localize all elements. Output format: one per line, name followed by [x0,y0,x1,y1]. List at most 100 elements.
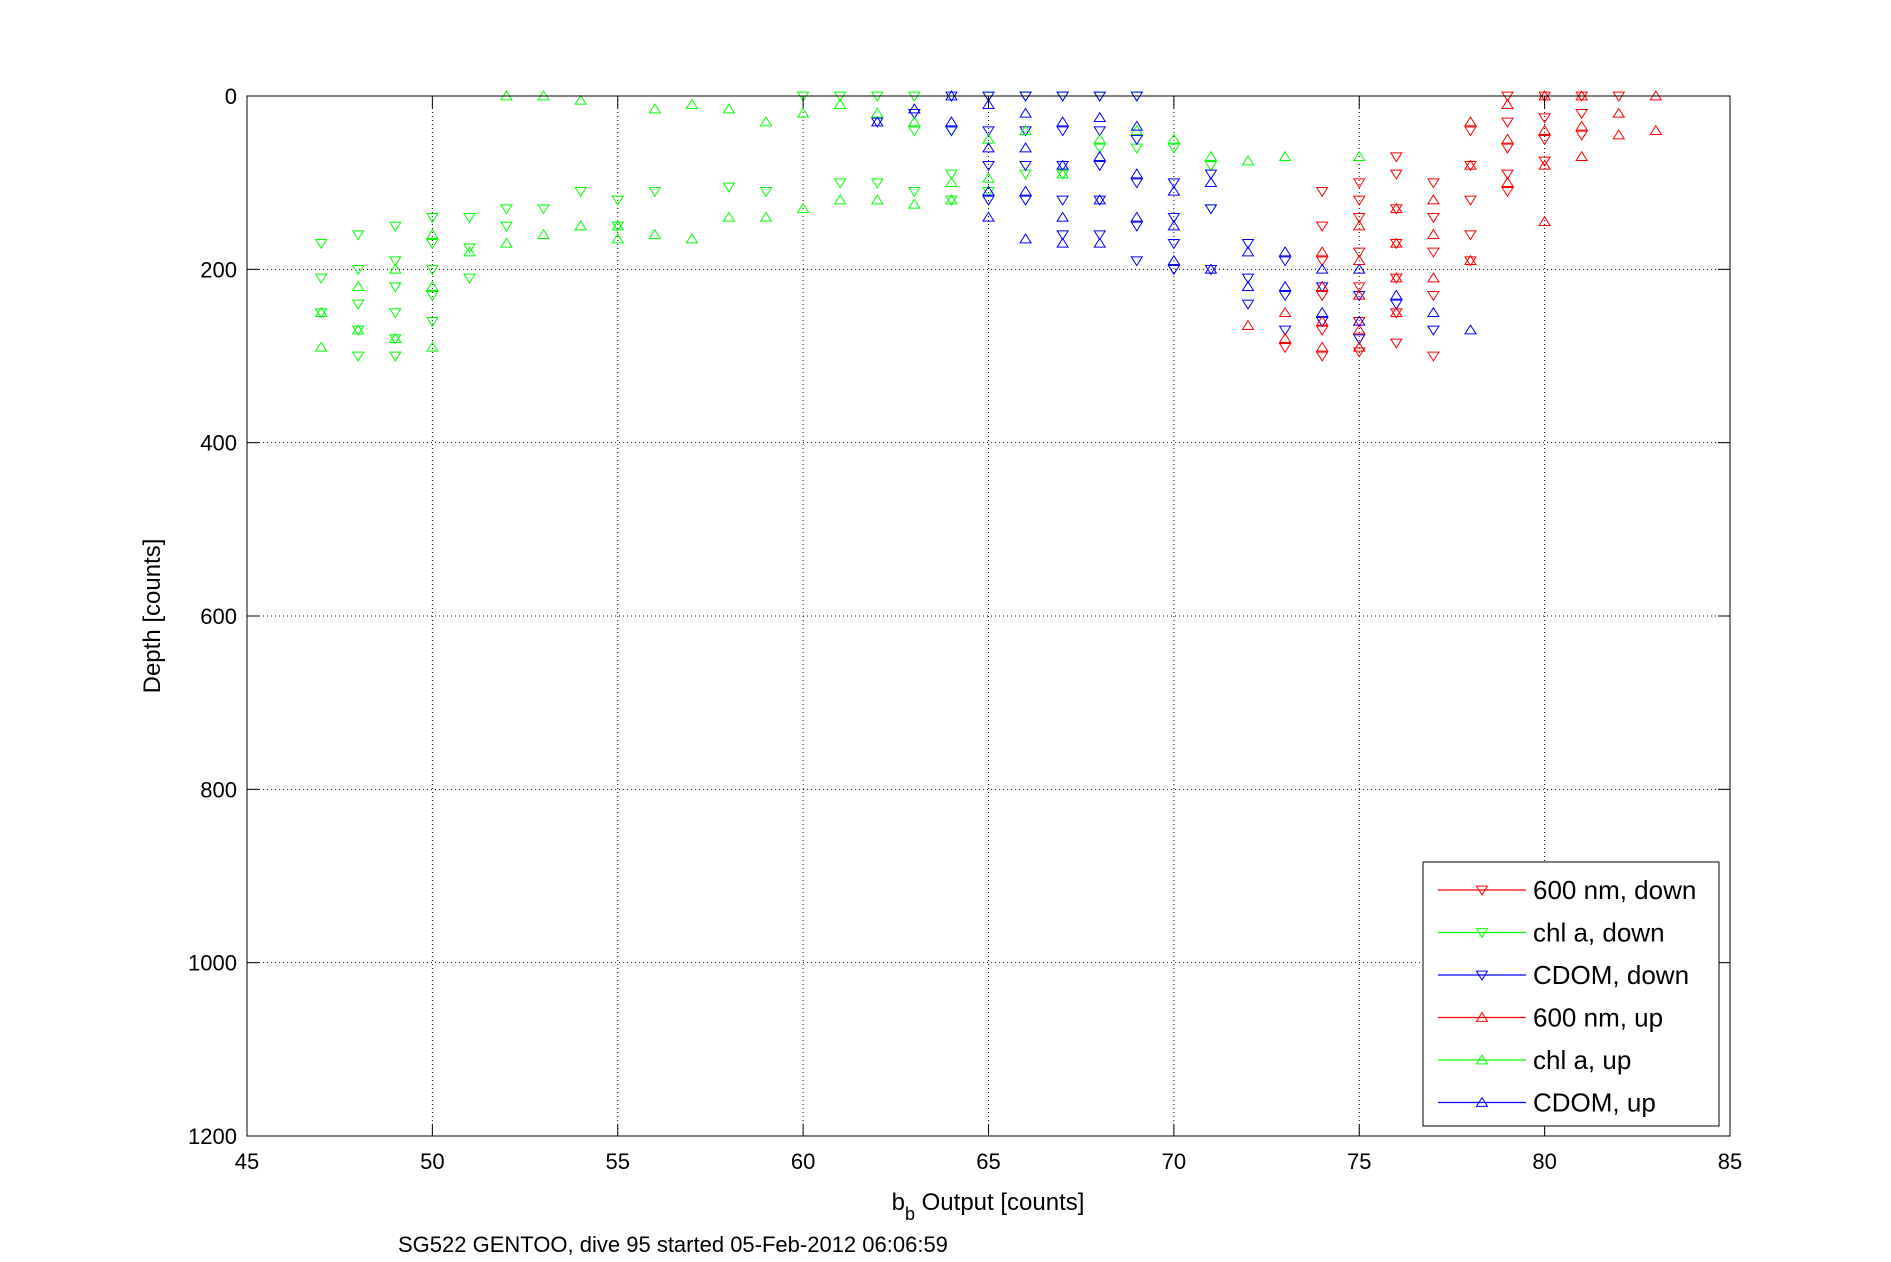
y-tick-label: 0 [225,84,237,109]
data-point [1538,91,1552,102]
data-point [1575,90,1589,101]
data-point [1019,195,1032,206]
legend-item: chl a, down [1438,918,1665,948]
data-point [1019,142,1032,153]
data-point [1426,178,1440,189]
data-point [685,98,699,110]
data-point [1612,129,1626,140]
data-point [648,228,662,240]
data-point [833,194,847,205]
data-point [1575,108,1589,120]
data-point [945,176,958,188]
data-point [500,204,513,215]
data-point [537,204,551,215]
x-axis-label: bb Output [counts] [892,1189,1085,1224]
data-point [1019,124,1032,136]
data-point [1426,325,1440,336]
data-point [1241,246,1255,257]
data-point [1426,228,1440,240]
data-point [1019,160,1032,172]
data-point [907,126,921,137]
data-point [611,195,625,206]
data-point [1130,91,1144,102]
data-point [1464,254,1477,266]
series-5 [870,90,1477,335]
data-point [907,116,921,127]
data-point [982,185,995,196]
legend-label: chl a, up [1533,1045,1631,1075]
data-point [1464,116,1477,127]
legend: 600 nm, down chl a, down CDOM, down 600 nm,… [1422,861,1720,1127]
data-point [1389,272,1403,283]
data-point [1093,143,1107,154]
data-point [1464,324,1477,335]
legend-box [1422,861,1720,1127]
data-point [982,195,995,206]
data-point [425,212,439,224]
data-point [1464,160,1477,172]
data-point [537,90,551,101]
data-point [1315,315,1329,326]
data-point [1278,280,1292,292]
data-point [1426,272,1440,283]
data-point [611,221,625,232]
data-point [314,308,328,319]
data-point [1093,126,1107,137]
data-point [907,103,921,114]
data-point [1501,169,1514,180]
data-point [907,91,921,102]
data-point [1315,263,1329,274]
data-point [945,91,958,102]
x-axis-label-rest: Output [counts] [915,1189,1084,1216]
data-point [388,221,402,232]
chart-caption: SG522 GENTOO, dive 95 started 05-Feb-201… [398,1232,948,1257]
data-point [1056,159,1070,170]
y-axis-ticks: 0 200 400 600 800 1000 1200 [188,84,1730,1149]
data-point [1352,263,1366,274]
data-point [1464,256,1477,267]
data-point [982,91,995,102]
data-point [1352,247,1366,258]
data-point [1241,155,1255,166]
data-point [1464,159,1477,170]
data-point [1278,306,1292,318]
x-tick-label: 65 [976,1149,1000,1174]
series-2 [870,91,1440,345]
data-point [1093,91,1107,102]
data-point [1538,113,1552,124]
series-4 [314,90,1366,352]
data-point [982,211,995,222]
legend-item: CDOM, down [1438,960,1689,990]
data-point [1093,230,1107,241]
data-point [796,107,810,118]
data-point [1352,150,1366,162]
data-point [1426,306,1440,318]
data-point [907,108,921,120]
data-point [574,186,588,198]
data-point [1389,202,1403,214]
legend-marker [1475,1011,1489,1022]
data-point [1352,290,1366,302]
data-point [1389,273,1403,284]
data-point [1167,133,1181,144]
data-point [1093,194,1107,205]
data-point [1278,150,1292,162]
legend-marker [1475,1096,1489,1107]
grid [247,96,1730,1136]
data-point [648,103,662,114]
data-point [500,237,513,248]
data-point [1315,316,1329,328]
data-point [1426,290,1440,302]
legend-item: CDOM, up [1438,1088,1656,1118]
y-tick-label: 1200 [188,1124,237,1149]
data-point [351,280,365,292]
y-axis-label: Depth [counts] [139,539,166,694]
data-point [1649,124,1663,136]
data-point [1278,290,1292,302]
data-point [648,186,662,198]
legend-marker [1475,970,1489,981]
data-point [1167,238,1181,250]
data-point [611,233,625,244]
data-point [759,186,773,198]
data-point [1315,256,1329,267]
